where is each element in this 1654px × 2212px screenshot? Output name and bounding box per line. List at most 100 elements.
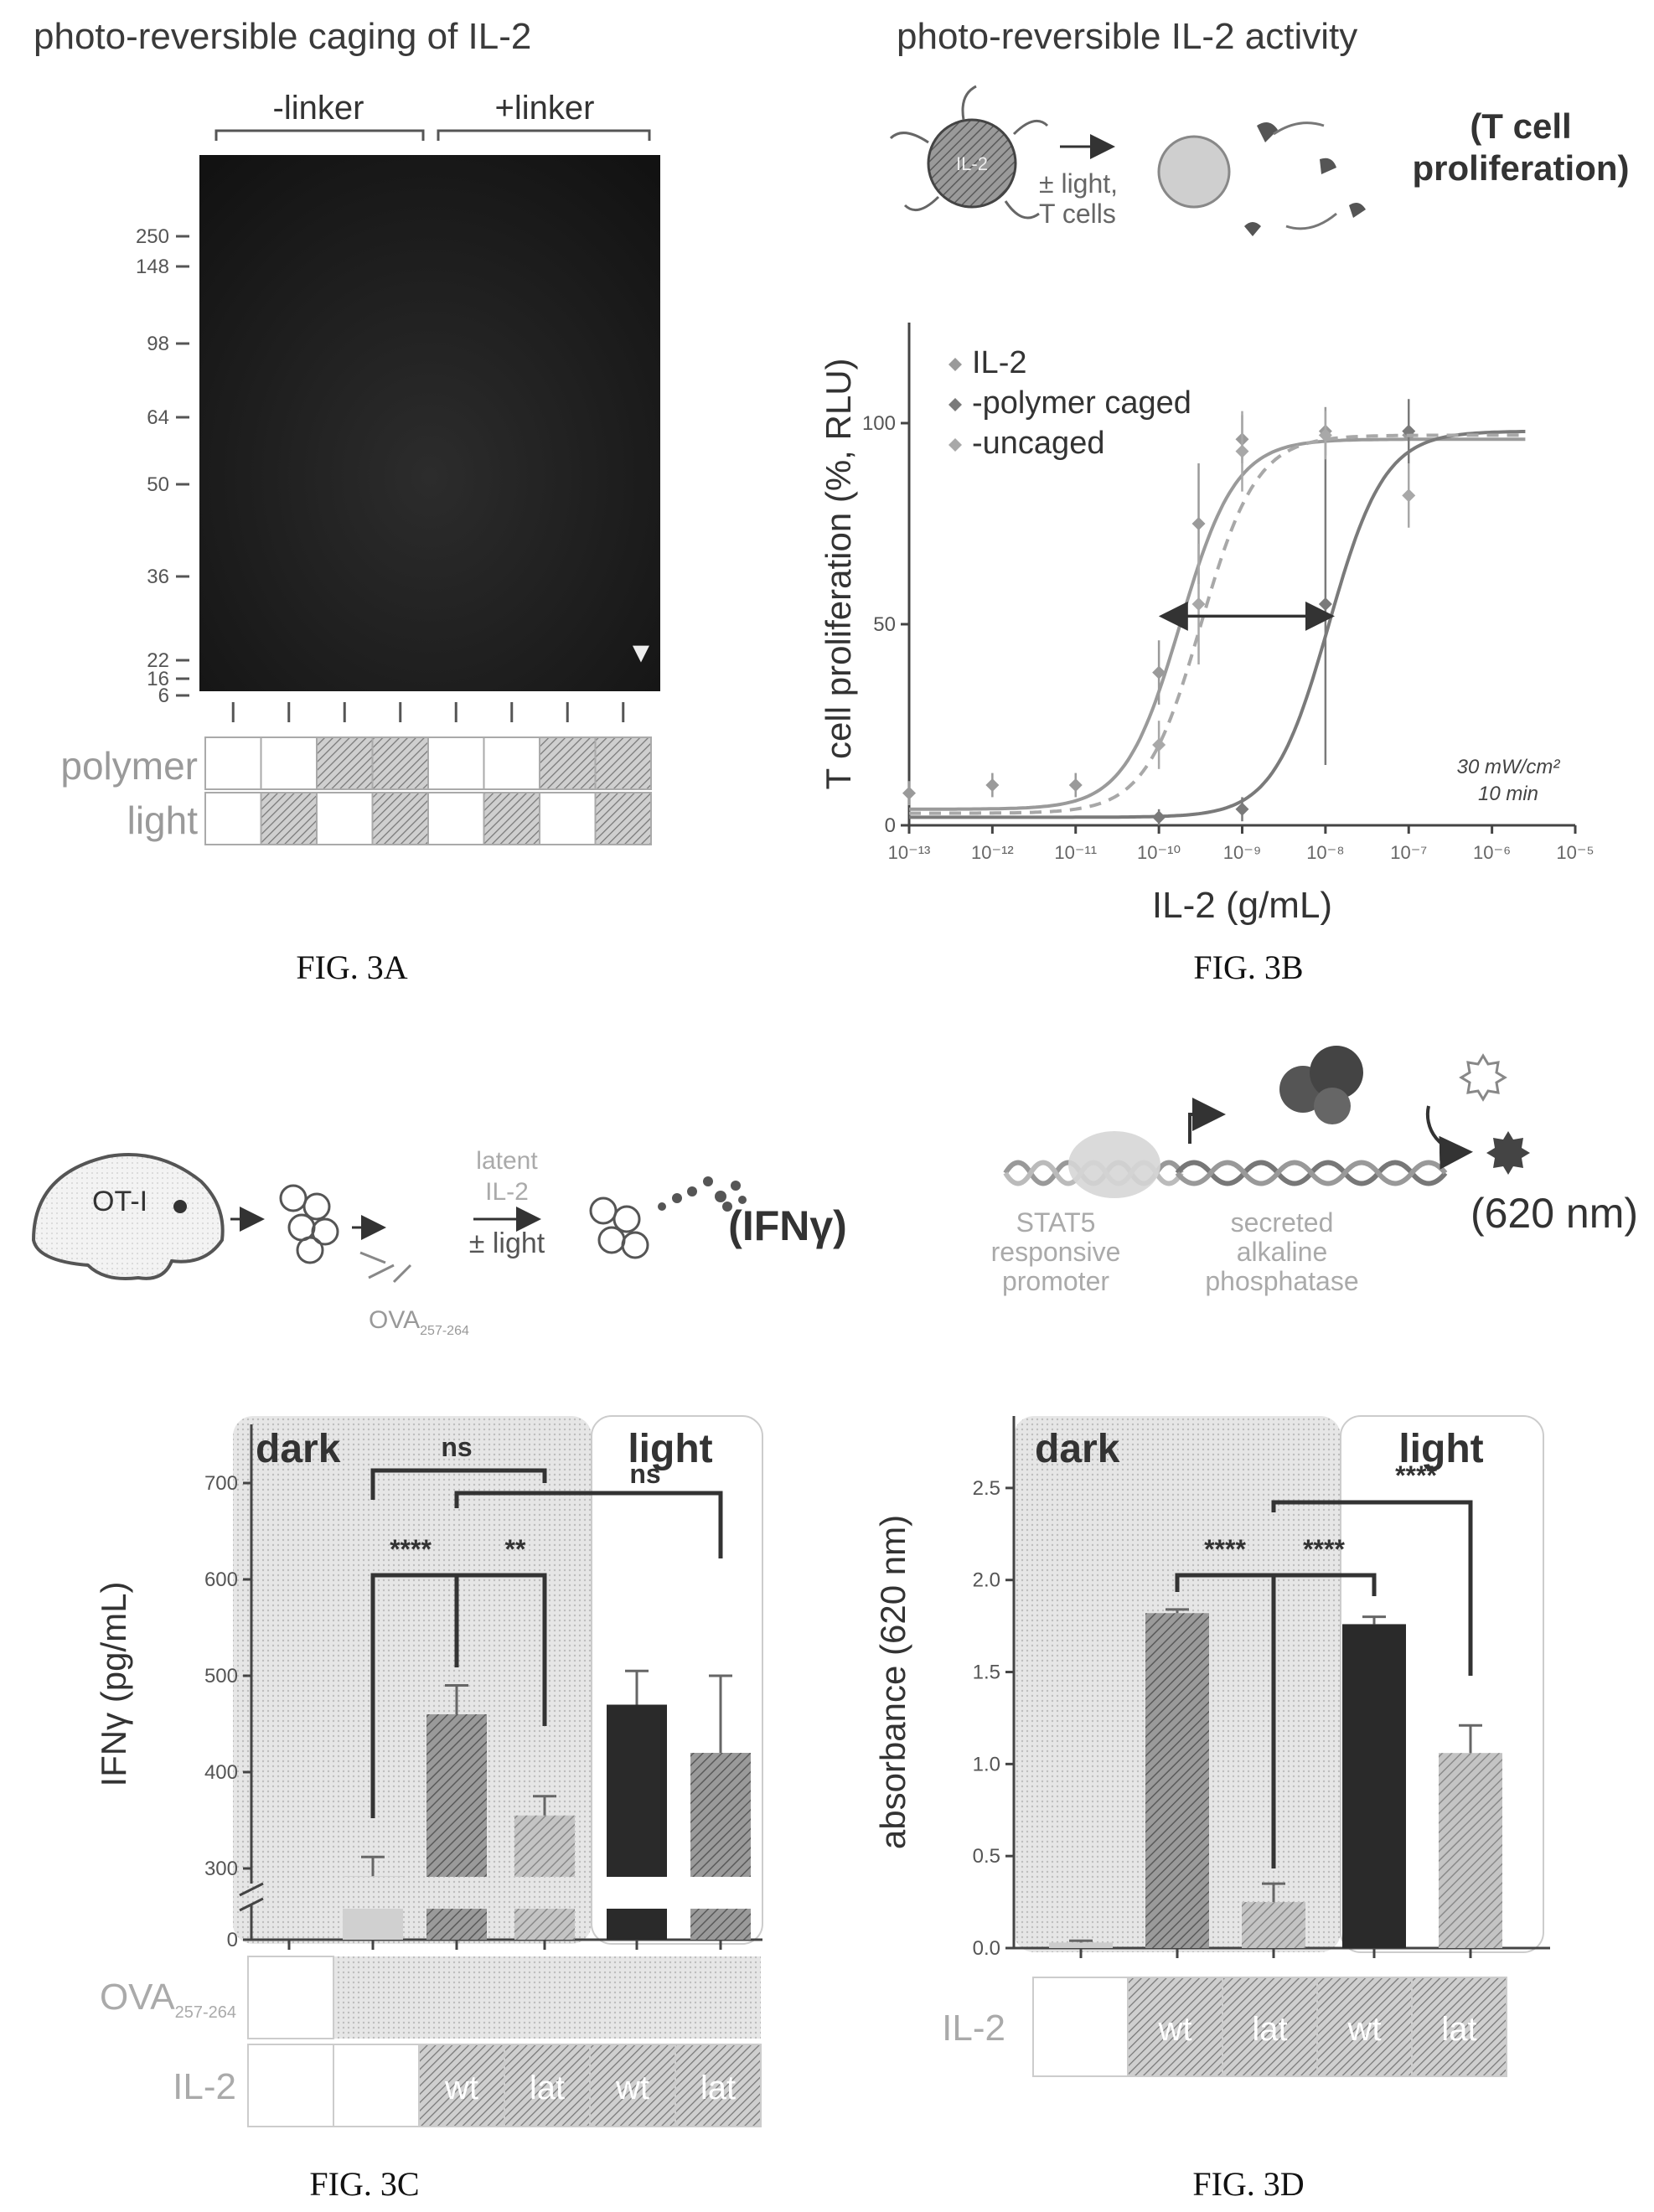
y-tick-label: 1.5 [973, 1662, 1000, 1684]
region-light-label: light [628, 1427, 712, 1471]
scheme-mid-line2: alkaline [1237, 1237, 1328, 1267]
group-label-minus-linker: -linker [273, 90, 364, 127]
ladder-label: 50 [147, 473, 169, 496]
grid-cell-polymer [483, 736, 540, 790]
y-tick-label: 1.0 [973, 1753, 1000, 1775]
ladder-label: 22 [147, 649, 169, 672]
scheme-mouse-label: OT-I [92, 1186, 147, 1217]
x-axis-label: IL-2 (g/mL) [1152, 885, 1332, 926]
row-label-light: light [127, 798, 199, 842]
bar [1049, 1942, 1113, 1948]
bar-lower-segment [426, 1909, 487, 1940]
lane-ticks [231, 702, 625, 722]
region-light-label: light [1398, 1427, 1483, 1471]
scheme-left-line2: responsive [991, 1237, 1121, 1267]
panel-a-title: photo-reversible caging of IL-2 [34, 16, 531, 57]
grid-cell-polymer [204, 736, 262, 790]
il2-cell [675, 2044, 762, 2127]
il2-cell [247, 2044, 334, 2127]
il2-cell-label: wt [1347, 2011, 1382, 2048]
y-tick-label: 500 [204, 1665, 238, 1687]
ladder-label: 6 [158, 685, 169, 707]
il2-cell-label: lat [530, 2070, 565, 2106]
data-point [1402, 488, 1416, 503]
data-point [902, 786, 916, 800]
region-dark-label: dark [256, 1427, 341, 1471]
y-axis-label: IFNγ (pg/mL) [94, 1581, 133, 1786]
panel-c: OT-I OVA257-264 latent IL-2 ± light [31, 1147, 847, 2203]
caption-fig-3d: FIG. 3D [1192, 2165, 1304, 2203]
scheme-condition-line2: T cells [1039, 199, 1116, 229]
grid-cell-light [316, 792, 374, 845]
row-label-il2: IL-2 [173, 2066, 236, 2107]
panel-b: photo-reversible IL-2 activity IL-2 ± li… [819, 16, 1630, 986]
legend-marker [948, 358, 962, 371]
legend-entry: -polymer caged [972, 385, 1191, 421]
grid-cell-polymer [427, 736, 485, 790]
bracket-plus-linker [437, 129, 651, 141]
data-point [1152, 665, 1166, 680]
y-tick-label: 0.5 [973, 1845, 1000, 1868]
significance-label: **** [1204, 1534, 1246, 1564]
data-point [1235, 444, 1249, 458]
y-axis-label: absorbance (620 nm) [873, 1515, 912, 1849]
grid-cell-light [204, 792, 262, 845]
data-point [1235, 802, 1249, 816]
row-label-il2: IL-2 [942, 2008, 1005, 2049]
region-dark-label: dark [1035, 1427, 1120, 1471]
y-tick-label: 2.5 [973, 1477, 1000, 1500]
y-tick-label: 0.0 [973, 1937, 1000, 1960]
legend-entry: -uncaged [972, 426, 1104, 461]
grid-cell-polymer [539, 736, 597, 790]
significance-bracket [1271, 1500, 1473, 1676]
data-point [1191, 517, 1206, 530]
ladder-label: 64 [147, 406, 169, 429]
scheme-result: (IFNγ) [728, 1202, 847, 1249]
ladder-label: 98 [147, 333, 169, 355]
data-point [1318, 428, 1332, 442]
ladder-label: 250 [136, 225, 169, 248]
caption-fig-3c: FIG. 3C [309, 2165, 419, 2203]
bar [607, 1704, 667, 1877]
fit-curve [909, 433, 1526, 815]
ot1-scheme: OT-I OVA257-264 latent IL-2 ± light [31, 1147, 847, 1338]
bar [1439, 1753, 1502, 1948]
grid-cell-light [483, 792, 540, 845]
y-tick-label: 300 [204, 1858, 238, 1880]
scheme-left-line1: STAT5 [1016, 1207, 1096, 1238]
grid-cell-polymer [260, 736, 318, 790]
x-tick-label: 10⁻¹² [971, 842, 1014, 863]
il2-cell [1032, 1977, 1129, 2077]
data-point [1152, 738, 1166, 752]
ladder-label: 36 [147, 566, 169, 588]
significance-bracket [370, 1468, 547, 1500]
scheme-result-line2: proliferation) [1413, 148, 1630, 188]
ladder-label: 148 [136, 256, 169, 278]
ova-cell-empty [247, 1956, 334, 2039]
scheme-top-line2: IL-2 [485, 1178, 529, 1206]
bracket-minus-linker [215, 129, 425, 141]
scheme-result-line1: (T cell [1470, 106, 1571, 146]
y-tick-label: 0 [227, 1929, 238, 1951]
gel-arrowhead-marker: ▼ [627, 637, 655, 669]
ova-row-fill [333, 1956, 761, 2039]
fit-curve [909, 430, 1526, 819]
data-point [1152, 810, 1166, 824]
significance-label: **** [390, 1534, 432, 1564]
ladder-label: 16 [147, 668, 169, 690]
row-label-ova: OVA257-264 [100, 1977, 236, 2022]
grid-cell-light [539, 792, 597, 845]
scheme-blob-label: IL-2 [956, 153, 988, 174]
grid-cell-light [594, 792, 652, 845]
significance-label: **** [1395, 1460, 1437, 1491]
bar-lower-segment [690, 1909, 751, 1940]
bar-lower-segment [607, 1909, 667, 1940]
y-tick-label: 600 [204, 1569, 238, 1591]
bar [1145, 1613, 1209, 1948]
significance-label: ns [629, 1459, 660, 1489]
row-label-polymer: polymer [60, 744, 198, 788]
condition-grid [204, 736, 652, 845]
legend-marker [948, 438, 962, 452]
il2-cell [1411, 1977, 1507, 2077]
